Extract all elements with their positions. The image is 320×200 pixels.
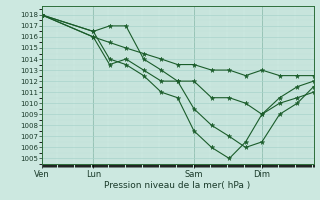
X-axis label: Pression niveau de la mer( hPa ): Pression niveau de la mer( hPa ) [104, 181, 251, 190]
